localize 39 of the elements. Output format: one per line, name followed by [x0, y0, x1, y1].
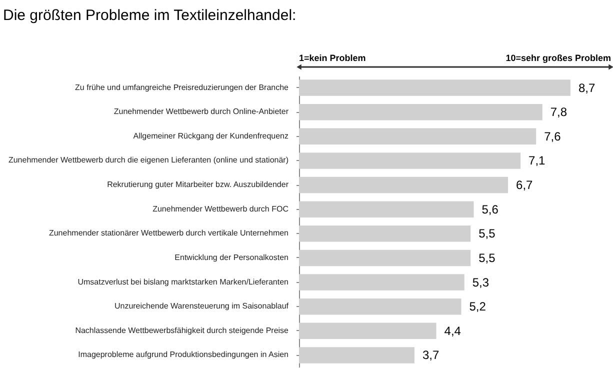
bar [299, 152, 521, 169]
bar [299, 274, 464, 290]
y-tick-label: Zunehmender Wettbewerb durch Online-Anbieter [114, 107, 289, 116]
data-label: 5,6 [482, 202, 499, 216]
bar [299, 250, 471, 266]
bar [299, 322, 436, 340]
data-label: 3,7 [422, 348, 440, 362]
y-tick-label: Imageprobleme aufgrund Produktionsbedingungen in Asien [78, 350, 288, 360]
data-label: 5,5 [478, 250, 496, 265]
bar [299, 80, 570, 96]
y-tick-label: Umsatzverlust bei bislang marktstarken Marken/Lieferanten [78, 277, 288, 286]
bar [299, 347, 414, 364]
bar [299, 128, 536, 145]
data-label: 7,1 [528, 154, 546, 168]
y-tick-label: Zunehmender Wettbewerb durch die eigenen Lieferanten (online und stationär) [8, 156, 289, 165]
bar [299, 201, 474, 218]
data-label: 5,2 [469, 300, 486, 314]
text: 1=kein Problem [299, 53, 366, 63]
text: Die größten Probleme im Textileinzelhandel: [3, 7, 296, 24]
data-label: 4,4 [444, 324, 462, 338]
text: 10=sehr großes Problem [506, 53, 611, 63]
bar [299, 104, 542, 120]
y-tick-label: Allgemeiner Rückgang der Kundenfrequenz [133, 131, 288, 140]
data-label: 5,5 [478, 226, 496, 241]
y-tick-label: Entwicklung der Personalkosten [174, 252, 288, 262]
y-tick-label: Nachlassende Wettbewerbsfähigkeit durch steigende Preise [75, 326, 290, 335]
y-tick-label: Zunehmender stationärer Wettbewerb durch vertikale Unternehmen [48, 228, 288, 238]
data-label: 7,8 [550, 105, 568, 120]
y-tick-label: Zunehmender Wettbewerb durch FOC [152, 204, 289, 214]
bar [299, 176, 508, 194]
y-tick-label: Zu frühe und umfangreiche Preisreduzierungen der Branche [75, 82, 290, 92]
data-label: 5,3 [472, 275, 490, 290]
y-tick-label: Rekrutierung guter Mitarbeiter bzw. Auszubildender [107, 180, 289, 190]
data-label: 8,7 [578, 80, 596, 95]
data-label: 6,7 [516, 178, 534, 192]
y-tick-label: Unzureichende Warensteuerung im Saisonablauf [114, 302, 290, 311]
data-label: 7,6 [544, 129, 562, 144]
bar [299, 298, 462, 315]
bar [299, 226, 471, 242]
